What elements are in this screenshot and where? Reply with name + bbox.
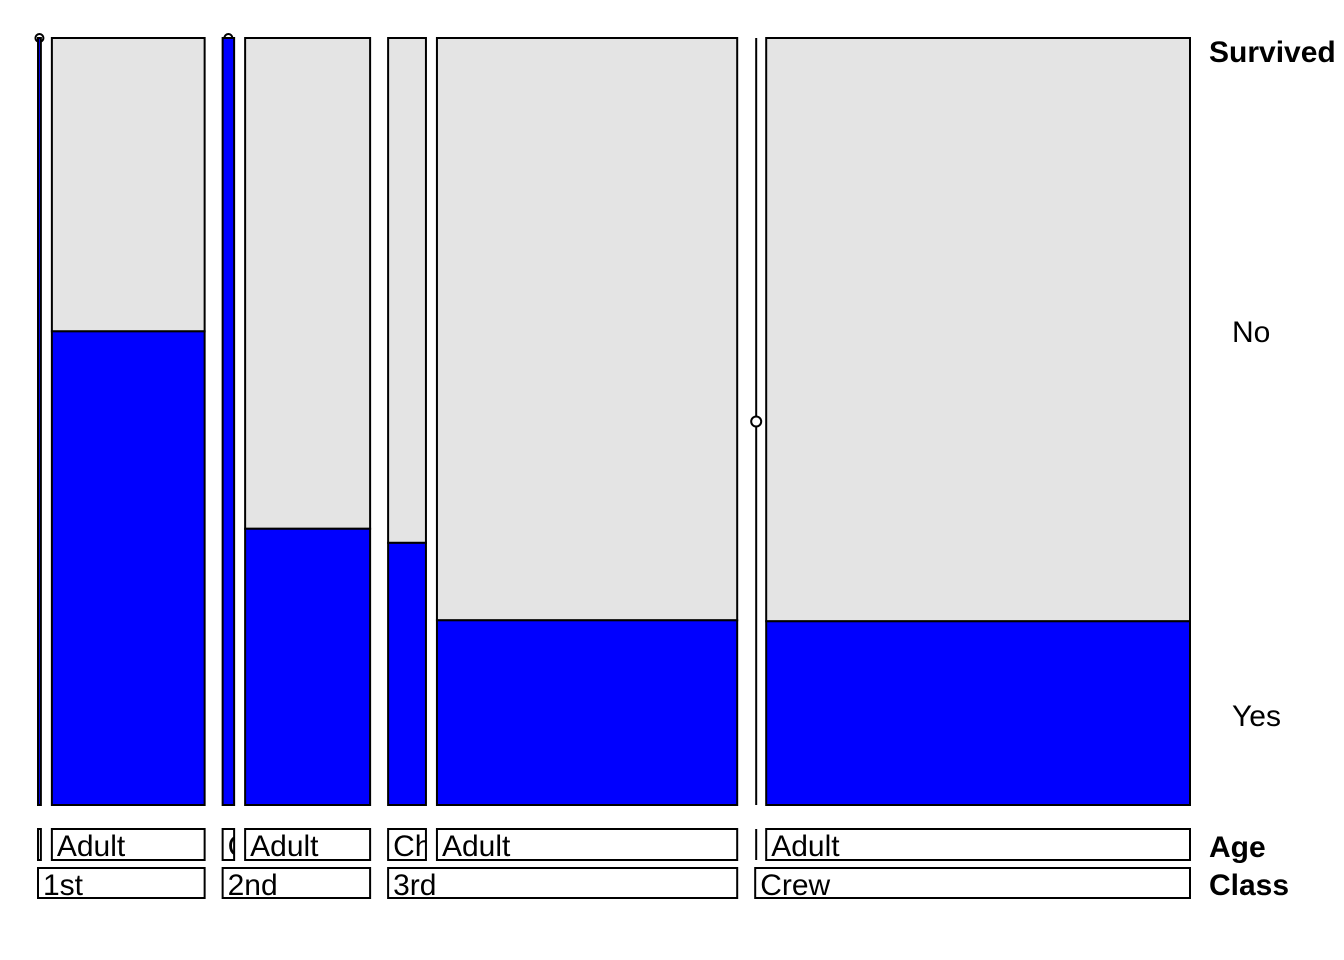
age-label-2nd-child: C — [228, 830, 250, 863]
mosaic-tiles — [34, 33, 1192, 807]
age-label-box-crew-adult — [765, 828, 1192, 861]
class-label-box-3rd — [387, 867, 739, 899]
age-label-box-1st-adult — [50, 828, 206, 861]
class-label-2nd: 2nd — [228, 869, 278, 902]
class-label-1st: 1st — [43, 869, 84, 902]
class-label-strip: 1st 2nd 3rd Crew — [37, 867, 1192, 902]
age-label-3rd-child: Ch — [393, 830, 431, 863]
class-label-box-2nd — [221, 867, 372, 899]
tile-2nd-adult-yes — [244, 527, 372, 806]
tile-1st-adult-no — [50, 37, 206, 333]
tile-3rd-adult-no — [435, 37, 739, 622]
age-label-strip: Adult C Adult Ch Adult Adult — [37, 828, 1192, 863]
survived-dimension-title: Survived — [1209, 36, 1336, 69]
tile-crew-adult-yes — [765, 620, 1192, 806]
class-label-box-1st — [37, 867, 206, 899]
class-dimension-title: Class — [1209, 869, 1289, 902]
age-label-box-3rd-adult — [435, 828, 739, 861]
empty-cell-marker-crew-child — [750, 415, 763, 428]
age-label-box-1st-child — [37, 828, 42, 861]
age-label-box-2nd-child — [221, 828, 236, 861]
age-dimension-title: Age — [1209, 831, 1266, 864]
tile-2nd-adult-no — [244, 37, 372, 530]
tile-3rd-child-no — [387, 37, 427, 544]
age-label-3rd-adult: Adult — [442, 830, 511, 863]
tile-3rd-child-yes — [387, 541, 427, 807]
age-label-box-3rd-child — [387, 828, 427, 861]
class-label-box-crew — [754, 867, 1192, 899]
survived-level-yes: Yes — [1232, 700, 1281, 733]
tile-crew-adult-no — [765, 37, 1192, 623]
tile-1st-adult-yes — [50, 330, 206, 806]
survived-level-no: No — [1232, 316, 1270, 349]
age-label-box-2nd-adult — [244, 828, 372, 861]
tile-3rd-adult-yes — [435, 619, 739, 806]
tile-1st-child-yes — [37, 37, 42, 806]
class-label-3rd: 3rd — [393, 869, 436, 902]
tile-2nd-child-yes — [221, 37, 236, 806]
age-label-2nd-adult: Adult — [250, 830, 319, 863]
age-label-crew-adult: Adult — [771, 830, 840, 863]
class-label-crew: Crew — [760, 869, 830, 902]
age-label-1st-adult: Adult — [57, 830, 126, 863]
